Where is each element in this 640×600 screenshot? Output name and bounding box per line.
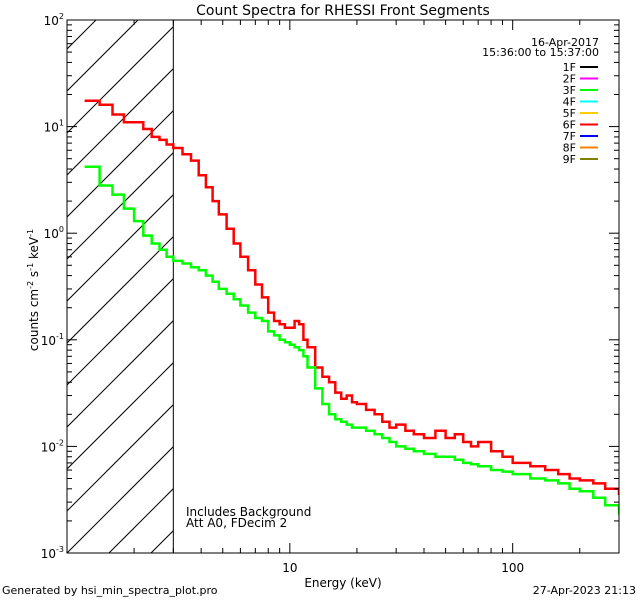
y-tick-label: 10-3 bbox=[41, 545, 64, 561]
hatch-line bbox=[445, 20, 640, 553]
hatch-line bbox=[67, 445, 174, 553]
hatch-line bbox=[67, 25, 174, 134]
series-layer bbox=[84, 99, 619, 515]
series-3F bbox=[84, 165, 619, 515]
hatch-line bbox=[67, 277, 174, 386]
footer-timestamp: 27-Apr-2023 21:13 bbox=[533, 584, 636, 597]
hatch-line bbox=[67, 151, 174, 260]
axis-ticks bbox=[66, 19, 620, 554]
y-tick-label: 101 bbox=[44, 119, 64, 135]
x-tick-label: 10 bbox=[282, 561, 297, 575]
hatch-line bbox=[67, 193, 174, 302]
y-tick-label: 100 bbox=[44, 225, 64, 241]
legend-date: 16-Apr-2017 bbox=[531, 36, 599, 49]
x-tick-labels: 10 100 bbox=[282, 561, 524, 575]
y-tick-label: 102 bbox=[44, 12, 64, 28]
hatch-line bbox=[613, 20, 640, 553]
hatch-line bbox=[67, 319, 174, 428]
legend-label: 1F bbox=[563, 61, 576, 74]
plot-frame bbox=[66, 19, 620, 554]
hatch-line bbox=[319, 20, 640, 553]
hatch-line bbox=[277, 20, 640, 553]
annotation-attenuator: Att A0, FDecim 2 bbox=[186, 516, 287, 530]
legend-label: 2F bbox=[563, 73, 576, 86]
legend-label: 4F bbox=[563, 96, 576, 109]
hatch-line bbox=[571, 20, 640, 553]
legend-label: 9F bbox=[563, 153, 576, 166]
annotation-background: Includes Background bbox=[186, 505, 311, 519]
hatched-region bbox=[67, 20, 640, 553]
x-tick-label: 100 bbox=[501, 561, 524, 575]
y-tick-label: 10-2 bbox=[41, 438, 64, 454]
series-6F bbox=[84, 99, 619, 495]
hatch-line bbox=[67, 20, 139, 92]
hatch-line bbox=[67, 109, 174, 218]
hatch-line bbox=[67, 403, 174, 512]
y-axis-label: counts cm-2 s-1 keV-1 bbox=[26, 229, 41, 351]
y-tick-labels: 102 101 100 10-1 10-2 10-3 bbox=[41, 12, 64, 561]
legend-label: 6F bbox=[563, 119, 576, 132]
chart-title: Count Spectra for RHESSI Front Segments bbox=[196, 3, 490, 19]
hatch-line bbox=[67, 235, 174, 344]
legend-time-range: 15:36:00 to 15:37:00 bbox=[482, 46, 599, 59]
x-axis-label: Energy (keV) bbox=[304, 576, 381, 590]
legend-label: 5F bbox=[563, 107, 576, 120]
footer-generated-by: Generated by hsi_min_spectra_plot.pro bbox=[2, 584, 218, 597]
hatch-line bbox=[67, 67, 174, 176]
hatch-line bbox=[67, 361, 174, 470]
legend-label: 8F bbox=[563, 142, 576, 155]
hatch-line bbox=[235, 20, 640, 553]
legend-label: 7F bbox=[563, 130, 576, 143]
hatch-line bbox=[529, 20, 640, 553]
y-tick-label: 10-1 bbox=[41, 332, 64, 348]
legend-label: 3F bbox=[563, 84, 576, 97]
hatch-line bbox=[361, 20, 640, 553]
